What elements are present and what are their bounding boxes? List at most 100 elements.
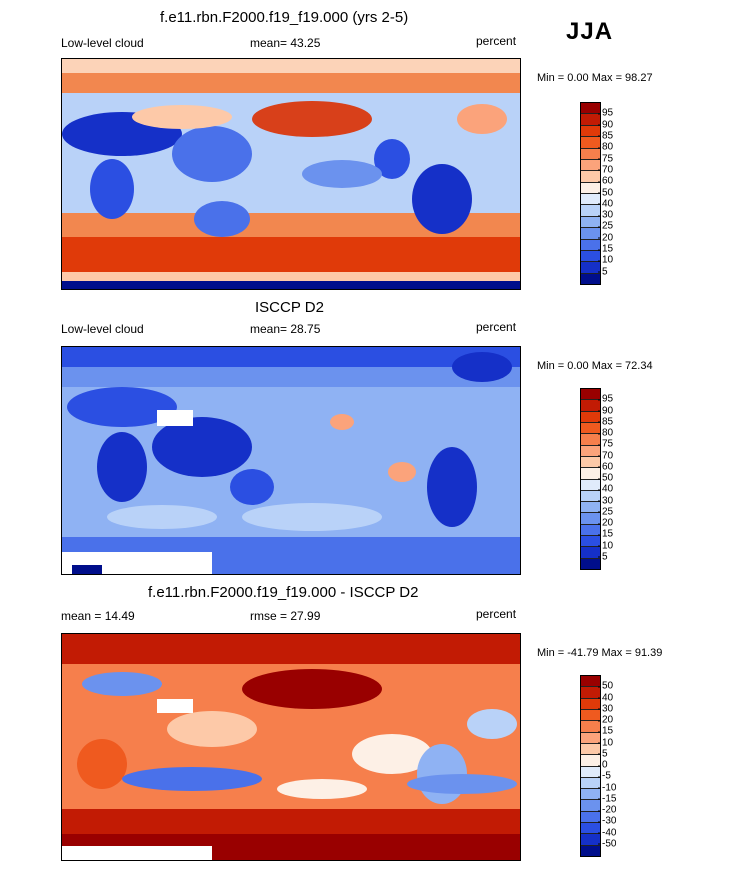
colorbar-swatch bbox=[581, 698, 600, 710]
colorbar-swatch bbox=[581, 547, 600, 559]
colorbar-tick: 40 bbox=[597, 198, 614, 210]
colorbar-tick: 85 bbox=[597, 130, 614, 142]
colorbar-swatch bbox=[581, 687, 600, 699]
panel3-mean: mean = 14.49 bbox=[61, 609, 135, 623]
colorbar-swatch bbox=[581, 845, 600, 856]
panel2-mean: mean= 28.75 bbox=[250, 322, 321, 336]
colorbar-swatch bbox=[581, 490, 600, 503]
colorbar-swatch bbox=[581, 755, 600, 767]
colorbar-tick: 40 bbox=[597, 483, 614, 495]
panel3-minmax: Min = -41.79 Max = 91.39 bbox=[537, 647, 663, 659]
panel3-rmse: rmse = 27.99 bbox=[250, 609, 321, 623]
panel2-title: ISCCP D2 bbox=[255, 299, 324, 316]
colorbar-swatch bbox=[581, 445, 600, 457]
panel1-minmax: Min = 0.00 Max = 98.27 bbox=[537, 72, 653, 84]
colorbar-swatch bbox=[581, 479, 600, 491]
colorbar-tick: 50 bbox=[597, 472, 614, 484]
colorbar-swatch bbox=[581, 513, 600, 525]
colorbar-tick: 10 bbox=[597, 254, 614, 266]
panel1-title: f.e11.rbn.F2000.f19_f19.000 (yrs 2-5) bbox=[160, 9, 409, 26]
colorbar-tick: 85 bbox=[597, 416, 614, 428]
panel3-title: f.e11.rbn.F2000.f19_f19.000 - ISCCP D2 bbox=[148, 584, 419, 601]
colorbar-tick: 10 bbox=[597, 737, 614, 748]
panel1-mean: mean= 43.25 bbox=[250, 36, 321, 50]
panel3-colorbar bbox=[580, 675, 601, 857]
colorbar-tick: 60 bbox=[597, 175, 614, 187]
colorbar-tick: 20 bbox=[597, 232, 614, 244]
colorbar-tick: 25 bbox=[597, 220, 614, 232]
panel3-map bbox=[61, 633, 521, 861]
colorbar-swatch bbox=[581, 216, 600, 229]
colorbar-tick: 80 bbox=[597, 141, 614, 153]
colorbar-swatch bbox=[581, 239, 600, 251]
colorbar-swatch bbox=[581, 114, 600, 126]
colorbar-swatch bbox=[581, 743, 600, 756]
colorbar-swatch bbox=[581, 732, 600, 744]
colorbar-tick: 15 bbox=[597, 725, 614, 737]
colorbar-tick: 70 bbox=[597, 450, 614, 461]
panel1-left-label: Low-level cloud bbox=[61, 36, 144, 50]
colorbar-tick: -30 bbox=[597, 815, 617, 827]
colorbar-tick: 50 bbox=[597, 680, 614, 692]
panel3-colorbar-ticks: 50 40 30 20 15 10 5 0 -5 -10 -15 -20 -30… bbox=[597, 675, 642, 855]
colorbar-tick: -20 bbox=[597, 804, 617, 816]
colorbar-tick: -15 bbox=[597, 793, 617, 805]
panel2-colorbar-ticks: 95 90 85 80 75 70 60 50 40 30 25 20 15 1… bbox=[597, 388, 642, 568]
colorbar-swatch bbox=[581, 558, 600, 569]
colorbar-swatch bbox=[581, 182, 600, 194]
colorbar-tick: 75 bbox=[597, 438, 614, 450]
colorbar-swatch bbox=[581, 194, 600, 206]
colorbar-swatch bbox=[581, 823, 600, 835]
colorbar-swatch bbox=[581, 766, 600, 778]
colorbar-tick: 10 bbox=[597, 540, 614, 551]
colorbar-tick: 15 bbox=[597, 243, 614, 255]
colorbar-swatch bbox=[581, 834, 600, 846]
colorbar-tick: -5 bbox=[598, 770, 611, 782]
colorbar-swatch bbox=[581, 676, 600, 688]
colorbar-tick: -40 bbox=[597, 827, 617, 838]
colorbar-swatch bbox=[581, 103, 600, 115]
colorbar-swatch bbox=[581, 171, 600, 183]
panel2-left-label: Low-level cloud bbox=[61, 322, 144, 336]
colorbar-tick: 90 bbox=[597, 405, 614, 416]
panel3-units: percent bbox=[476, 607, 517, 621]
colorbar-swatch bbox=[581, 709, 600, 722]
colorbar-tick: 70 bbox=[597, 164, 614, 176]
panel1-units: percent bbox=[476, 34, 517, 48]
season-label: JJA bbox=[566, 18, 614, 45]
colorbar-swatch bbox=[581, 228, 600, 240]
colorbar-swatch bbox=[581, 137, 600, 149]
colorbar-tick: -50 bbox=[597, 838, 617, 850]
colorbar-swatch bbox=[581, 422, 600, 435]
colorbar-swatch bbox=[581, 777, 600, 790]
colorbar-swatch bbox=[581, 411, 600, 423]
colorbar-tick: 30 bbox=[597, 209, 614, 221]
colorbar-tick: 90 bbox=[597, 119, 614, 131]
colorbar-tick: 5 bbox=[598, 748, 608, 760]
colorbar-swatch bbox=[581, 456, 600, 469]
colorbar-swatch bbox=[581, 273, 600, 284]
colorbar-swatch bbox=[581, 250, 600, 263]
colorbar-tick: 95 bbox=[597, 393, 614, 405]
colorbar-tick: 0 bbox=[598, 759, 608, 771]
colorbar-tick: 25 bbox=[597, 506, 614, 518]
colorbar-tick: 95 bbox=[597, 107, 614, 119]
panel1-colorbar bbox=[580, 102, 601, 285]
colorbar-swatch bbox=[581, 262, 600, 274]
colorbar-tick: 5 bbox=[598, 266, 608, 278]
colorbar-tick: 40 bbox=[597, 692, 614, 703]
colorbar-swatch bbox=[581, 502, 600, 514]
colorbar-tick: 5 bbox=[598, 551, 608, 563]
colorbar-tick: 50 bbox=[597, 187, 614, 198]
panel1-map-svg bbox=[62, 59, 520, 289]
colorbar-swatch bbox=[581, 148, 600, 160]
colorbar-tick: -10 bbox=[597, 782, 617, 793]
colorbar-swatch bbox=[581, 721, 600, 733]
colorbar-swatch bbox=[581, 524, 600, 537]
colorbar-tick: 20 bbox=[597, 714, 614, 726]
colorbar-tick: 75 bbox=[597, 153, 614, 165]
colorbar-tick: 60 bbox=[597, 461, 614, 473]
colorbar-swatch bbox=[581, 205, 600, 217]
colorbar-swatch bbox=[581, 468, 600, 480]
colorbar-swatch bbox=[581, 389, 600, 401]
